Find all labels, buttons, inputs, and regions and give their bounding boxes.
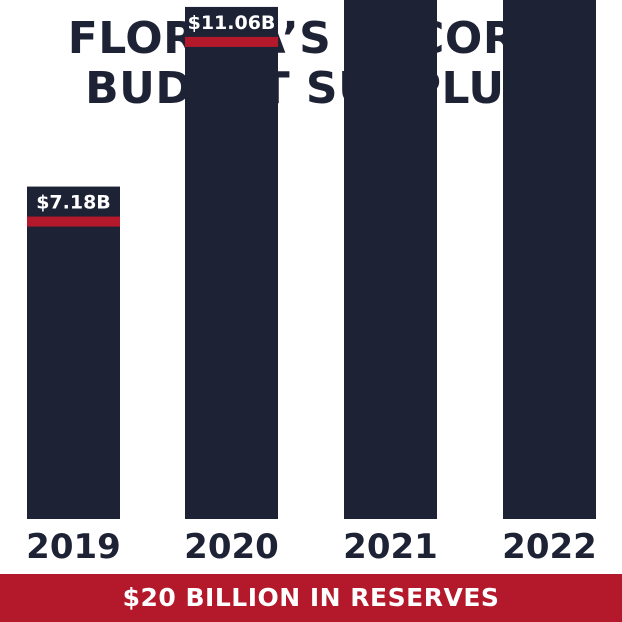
x-tick-label-2019: 2019 (26, 527, 121, 567)
bar-accent-stripe-2020 (185, 36, 278, 47)
x-tick-label-2020: 2020 (184, 527, 279, 567)
bar-2019 (27, 186, 120, 520)
data-label-2020: $11.06B (188, 12, 276, 34)
data-label-2019: $7.18B (36, 192, 111, 214)
title-line-1: FLORIDA’S RECORD (67, 13, 555, 64)
bar-2022 (503, 0, 596, 519)
footer-text: $20 BILLION IN RESERVES (122, 583, 500, 612)
bar-2020 (185, 6, 278, 520)
bar-2021 (344, 0, 437, 519)
bar-accent-stripe-2019 (27, 216, 120, 227)
x-tick-label-2022: 2022 (502, 527, 597, 567)
title-line-2: BUDGET SURPLUS (85, 63, 537, 114)
chart-title: FLORIDA’S RECORD BUDGET SURPLUS (0, 14, 622, 114)
x-tick-label-2021: 2021 (343, 527, 438, 567)
footer-banner: $20 BILLION IN RESERVES (0, 574, 622, 622)
